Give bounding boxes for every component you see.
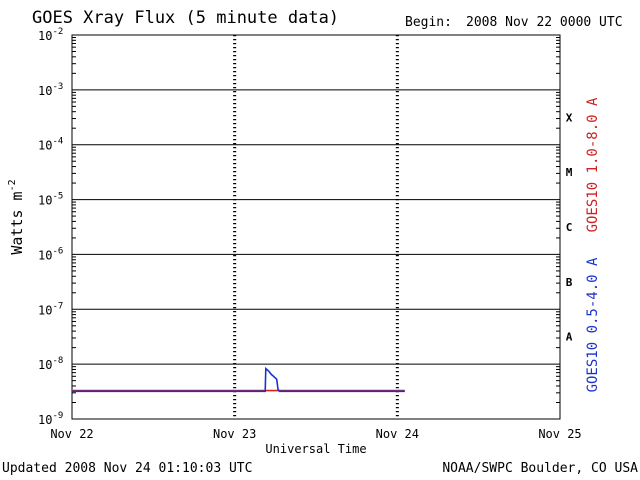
x-tick-label: Nov 22: [50, 427, 93, 441]
y-tick-label: 10-4: [38, 137, 63, 153]
y-tick-label: 10-5: [38, 192, 63, 208]
y-tick-label: 10-2: [38, 27, 63, 43]
chart-title: GOES Xray Flux (5 minute data): [32, 8, 340, 28]
credit-label: NOAA/SWPC Boulder, CO USA: [442, 461, 638, 476]
y-tick-label: 10-9: [38, 411, 63, 427]
legend-long-channel: GOES10 1.0-8.0 A: [585, 97, 601, 232]
plot-frame: [71, 34, 561, 420]
flare-class-label: A: [566, 331, 573, 344]
y-axis-label: Watts m-2: [7, 179, 26, 254]
x-tick-label: Nov 25: [538, 427, 581, 441]
x-tick-label: Nov 24: [376, 427, 419, 441]
flare-class-label: C: [566, 221, 573, 234]
flare-class-label: X: [566, 111, 573, 124]
series-line-short: [72, 366, 405, 393]
y-tick-label: 10-3: [38, 82, 63, 98]
y-tick-label: 10-6: [38, 246, 63, 262]
updated-timestamp: Updated 2008 Nov 24 01:10:03 UTC: [2, 461, 253, 476]
begin-value: 2008 Nov 22 0000 UTC: [466, 15, 623, 30]
y-tick-label: 10-7: [38, 301, 63, 317]
legend-short-channel: GOES10 0.5-4.0 A: [585, 257, 601, 392]
y-tick-label: 10-8: [38, 356, 63, 372]
flare-class-label: M: [566, 166, 573, 179]
x-tick-label: Nov 23: [213, 427, 256, 441]
begin-label: Begin:: [405, 15, 452, 30]
flare-class-label: B: [566, 276, 573, 289]
x-axis-label: Universal Time: [265, 442, 366, 456]
